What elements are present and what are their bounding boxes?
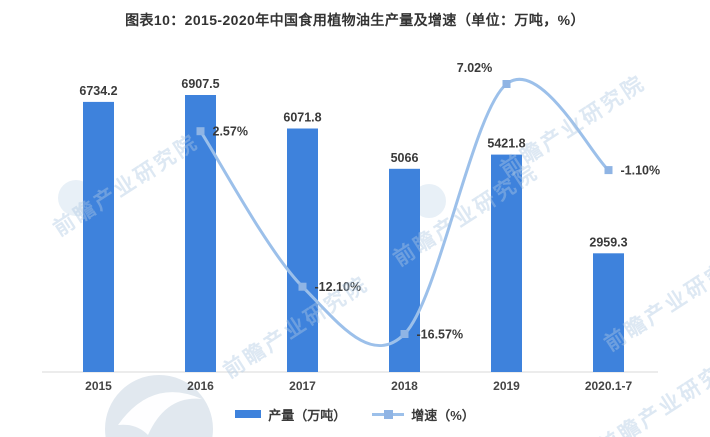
growth-marker-2016 bbox=[196, 127, 205, 136]
bar-value-label-2016: 6907.5 bbox=[181, 77, 219, 91]
x-axis-label-2015: 2015 bbox=[85, 379, 112, 393]
growth-marker-2019 bbox=[502, 80, 511, 88]
growth-value-label-2016: 2.57% bbox=[213, 125, 248, 139]
x-axis-label-2020.1-7: 2020.1-7 bbox=[585, 379, 633, 393]
growth-marker-2020.1-7 bbox=[604, 166, 613, 175]
line-series-swatch-icon bbox=[372, 409, 405, 419]
growth-value-label-2019: 7.02% bbox=[457, 61, 492, 75]
bar-value-label-2018: 5066 bbox=[391, 151, 419, 165]
legend: 产量（万吨） 增速（%） bbox=[0, 404, 710, 424]
growth-rate-line bbox=[199, 77, 610, 348]
bar-2019 bbox=[491, 154, 522, 372]
x-axis-label-2018: 2018 bbox=[391, 379, 418, 393]
bar-value-label-2019: 5421.8 bbox=[487, 137, 525, 151]
legend-label-growth: 增速（%） bbox=[411, 407, 475, 423]
growth-value-label-2018: -16.57% bbox=[417, 328, 464, 342]
bar-value-label-2015: 6734.2 bbox=[79, 84, 117, 98]
x-axis-label-2017: 2017 bbox=[289, 379, 316, 393]
x-axis-label-2016: 2016 bbox=[187, 379, 214, 393]
bar-value-label-2020.1-7: 2959.3 bbox=[589, 235, 627, 249]
growth-marker-2017 bbox=[298, 282, 307, 291]
bar-2018 bbox=[389, 168, 420, 372]
bar-value-label-2017: 6071.8 bbox=[283, 111, 321, 125]
growth-value-label-2020.1-7: -1.10% bbox=[621, 164, 661, 178]
bar-2016 bbox=[185, 95, 216, 372]
x-axis-label-2019: 2019 bbox=[493, 379, 520, 393]
bar-2015 bbox=[83, 101, 114, 373]
legend-label-production: 产量（万吨） bbox=[268, 407, 347, 423]
legend-item-production: 产量（万吨） bbox=[235, 405, 346, 424]
growth-value-label-2017: -12.10% bbox=[315, 280, 362, 294]
bar-2020.1-7 bbox=[593, 253, 624, 372]
growth-marker-2018 bbox=[400, 330, 409, 338]
bar-series-swatch-icon bbox=[235, 410, 262, 418]
bar-2017 bbox=[287, 128, 318, 372]
chart-title: 图表10：2015-2020年中国食用植物油生产量及增速（单位：万吨，%） bbox=[125, 12, 585, 28]
legend-item-growth: 增速（%） bbox=[372, 405, 475, 424]
